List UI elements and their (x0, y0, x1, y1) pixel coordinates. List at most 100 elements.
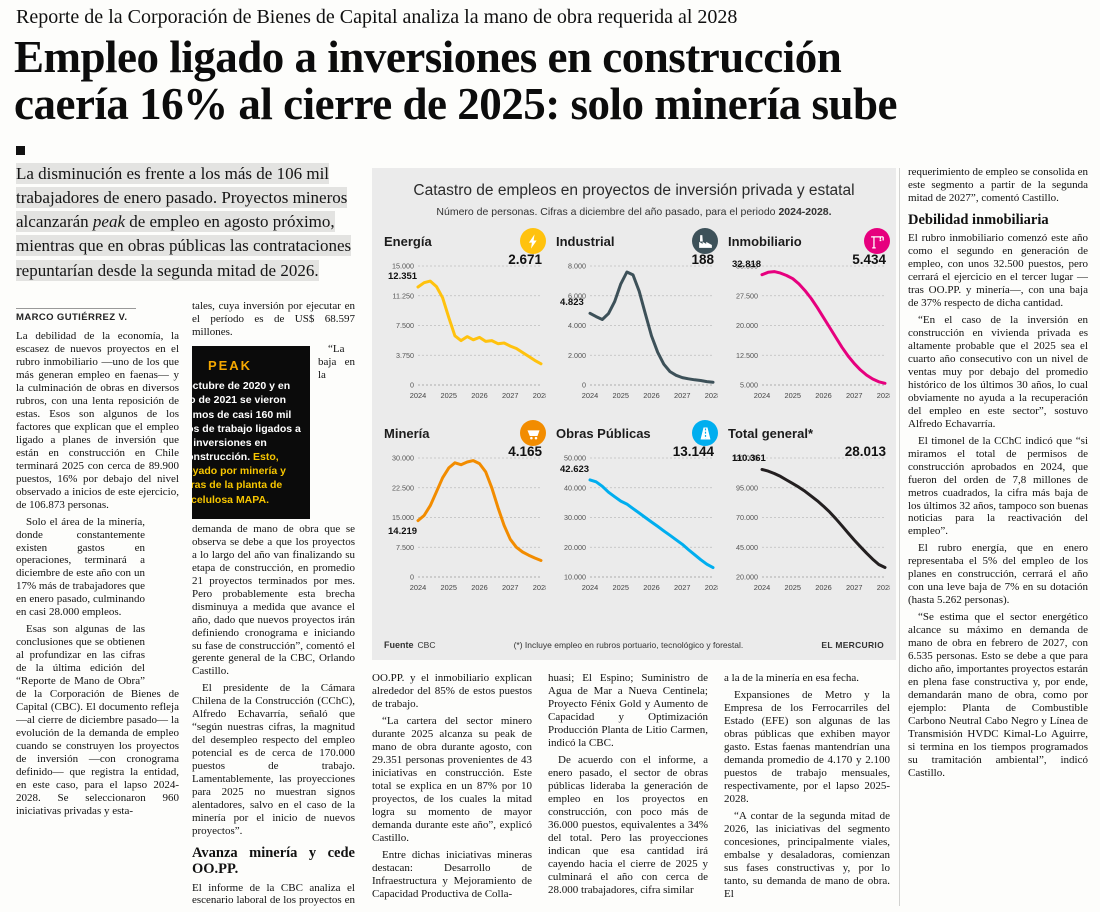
svg-text:95.000: 95.000 (736, 483, 758, 492)
svg-text:2.000: 2.000 (568, 351, 586, 360)
lead-italic: peak (92, 212, 126, 232)
svg-text:30.000: 30.000 (564, 513, 586, 522)
svg-text:7.500: 7.500 (396, 543, 414, 552)
chart-panel: Catastro de empleos en proyectos de inve… (372, 168, 896, 660)
body-paragraph: tales, cuya inversión por ejecutar en el… (192, 300, 355, 338)
svg-text:2024: 2024 (582, 583, 598, 592)
body-paragraph: De acuerdo con el informe, a enero pasad… (548, 753, 708, 896)
series-end-value: 4.165 (508, 444, 542, 459)
svg-text:2027: 2027 (502, 583, 518, 592)
chart-obras-publicas: Obras Públicas 50.000 40.000 30.000 20.000 1… (556, 420, 721, 598)
chart-panel-footer: Fuente CBC (*) Incluye empleo en rubros p… (384, 632, 884, 650)
svg-text:2028: 2028 (533, 583, 546, 592)
chart-plot: 30.000 22.500 15.000 7.500 0 2024 2025 2026 2027… (384, 444, 549, 598)
section-marker (16, 146, 25, 155)
headline: Empleo ligado a inversiones en construcc… (14, 33, 1086, 129)
svg-text:11.250: 11.250 (393, 291, 414, 300)
series-end-value: 5.434 (852, 252, 886, 267)
chart-panel-subtitle: Número de personas. Cifras a diciembre d… (384, 206, 884, 218)
chart-plot: 15.000 11.250 7.500 3.750 0 2024 2025 2026 2027 2… (384, 252, 549, 406)
svg-text:20.000: 20.000 (736, 321, 758, 330)
peak-box-title: PEAK (207, 357, 253, 373)
footnote: (*) Incluye empleo en rubros portuario, … (513, 640, 744, 650)
svg-text:70.000: 70.000 (736, 513, 758, 522)
svg-text:2025: 2025 (613, 583, 629, 592)
svg-text:2025: 2025 (785, 583, 801, 592)
svg-text:15.000: 15.000 (392, 262, 414, 271)
svg-text:20.000: 20.000 (564, 543, 586, 552)
series-start-value: 110.361 (732, 453, 766, 465)
body-paragraph: OO.PP. y el inmobiliario explican alrede… (372, 672, 532, 710)
kicker: Reporte de la Corporación de Bienes de C… (16, 6, 738, 28)
svg-text:2026: 2026 (471, 583, 487, 592)
byline: MARCO GUTIÉRREZ V. (16, 308, 136, 323)
chart-plot: 120.000 95.000 70.000 45.000 20.000 2024 2025 2… (728, 444, 893, 598)
series-end-value: 2.671 (508, 252, 542, 267)
series-end-value: 28.013 (844, 444, 886, 459)
svg-text:0: 0 (582, 381, 586, 390)
article-column-3: OO.PP. y el inmobiliario explican alrede… (372, 672, 532, 906)
subtitle-text: Número de personas. Cifras a diciembre d… (436, 206, 779, 218)
svg-text:2025: 2025 (441, 583, 457, 592)
svg-text:40.000: 40.000 (564, 483, 586, 492)
source: Fuente CBC (384, 640, 435, 650)
chart-header: Inmobiliario (728, 228, 890, 254)
series-end-value: 188 (691, 252, 714, 267)
chart-header: Obras Públicas (556, 420, 718, 446)
svg-text:2027: 2027 (674, 583, 690, 592)
body-paragraph: El informe de la CBC analiza el escenari… (192, 881, 355, 907)
series-end-value: 13.144 (672, 444, 714, 459)
body-paragraph: “La baja en la demanda de mano de obra q… (192, 342, 355, 678)
svg-text:2026: 2026 (815, 583, 831, 592)
chart-title: Total general* (728, 425, 814, 441)
factory-icon (692, 228, 718, 254)
body-paragraph: Expansiones de Metro y la Empresa de los… (724, 688, 890, 805)
road-icon (692, 420, 718, 446)
chart-header: Minería (384, 420, 546, 446)
body-paragraph: Esas son algunas de las conclusiones que… (16, 623, 179, 817)
svg-text:2026: 2026 (643, 391, 659, 400)
lead-paragraph: La disminución es frente a los más de 10… (16, 162, 362, 283)
svg-text:3.750: 3.750 (396, 351, 414, 360)
chart-title: Energía (384, 233, 432, 249)
chart-energia: Energía 15.000 11.250 7.500 3.750 0 2024 2025 2… (384, 228, 549, 406)
svg-text:6.000: 6.000 (568, 291, 586, 300)
svg-text:2024: 2024 (410, 583, 426, 592)
lightning-icon (520, 228, 546, 254)
svg-text:2024: 2024 (582, 391, 598, 400)
article-column-2: tales, cuya inversión por ejecutar en el… (192, 300, 355, 906)
charts-grid: Energía 15.000 11.250 7.500 3.750 0 2024 2025 2… (384, 228, 893, 598)
chart-header: Industrial (556, 228, 718, 254)
body-paragraph: El rubro inmobiliario comenzó este año c… (908, 232, 1088, 309)
svg-text:50.000: 50.000 (564, 454, 586, 463)
chart-title: Obras Públicas (556, 425, 651, 441)
body-paragraph: La debilidad de la economía, la escasez … (16, 330, 179, 511)
lead-text: de empleo en agosto próximo, mientras qu… (16, 212, 352, 280)
body-paragraph: “Se estima que el sector energético alca… (908, 611, 1088, 779)
svg-text:22.500: 22.500 (392, 483, 414, 492)
subtitle-period: 2024-2028. (778, 206, 832, 218)
svg-text:2025: 2025 (785, 391, 801, 400)
peak-inset-box: PEAK En octubre de 2020 y en julio de 20… (192, 345, 310, 519)
body-paragraph: Solo el área de la minería, donde consta… (16, 515, 145, 619)
chart-plot: 35.000 27.500 20.000 12.500 5.000 2024 2025 202… (728, 252, 893, 406)
svg-text:2025: 2025 (613, 391, 629, 400)
source-label: Fuente (384, 640, 414, 650)
series-start-value: 14.219 (388, 525, 418, 537)
body-paragraph: a la de la minería en esa fecha. (724, 672, 859, 684)
svg-text:15.000: 15.000 (392, 513, 414, 522)
svg-text:2028: 2028 (705, 391, 718, 400)
body-paragraph: El rubro energía, que en enero represent… (908, 542, 1088, 607)
mining-cart-icon (520, 420, 546, 446)
svg-text:35.000: 35.000 (736, 262, 758, 271)
body-paragraph: “A contar de la segunda mitad de 2026, l… (724, 809, 890, 900)
svg-text:0: 0 (410, 573, 414, 582)
svg-text:2026: 2026 (815, 391, 831, 400)
article-column-5: a la de la minería en esa fecha. Expansi… (724, 672, 890, 906)
svg-text:2028: 2028 (877, 391, 890, 400)
series-start-value: 12.351 (388, 271, 418, 282)
article-column-4: huasi; El Espino; Suministro de Agua de … (548, 672, 708, 906)
body-paragraph: “En el caso de la inversión en construcc… (908, 313, 1088, 430)
svg-text:2027: 2027 (846, 583, 862, 592)
svg-text:4.000: 4.000 (568, 321, 586, 330)
